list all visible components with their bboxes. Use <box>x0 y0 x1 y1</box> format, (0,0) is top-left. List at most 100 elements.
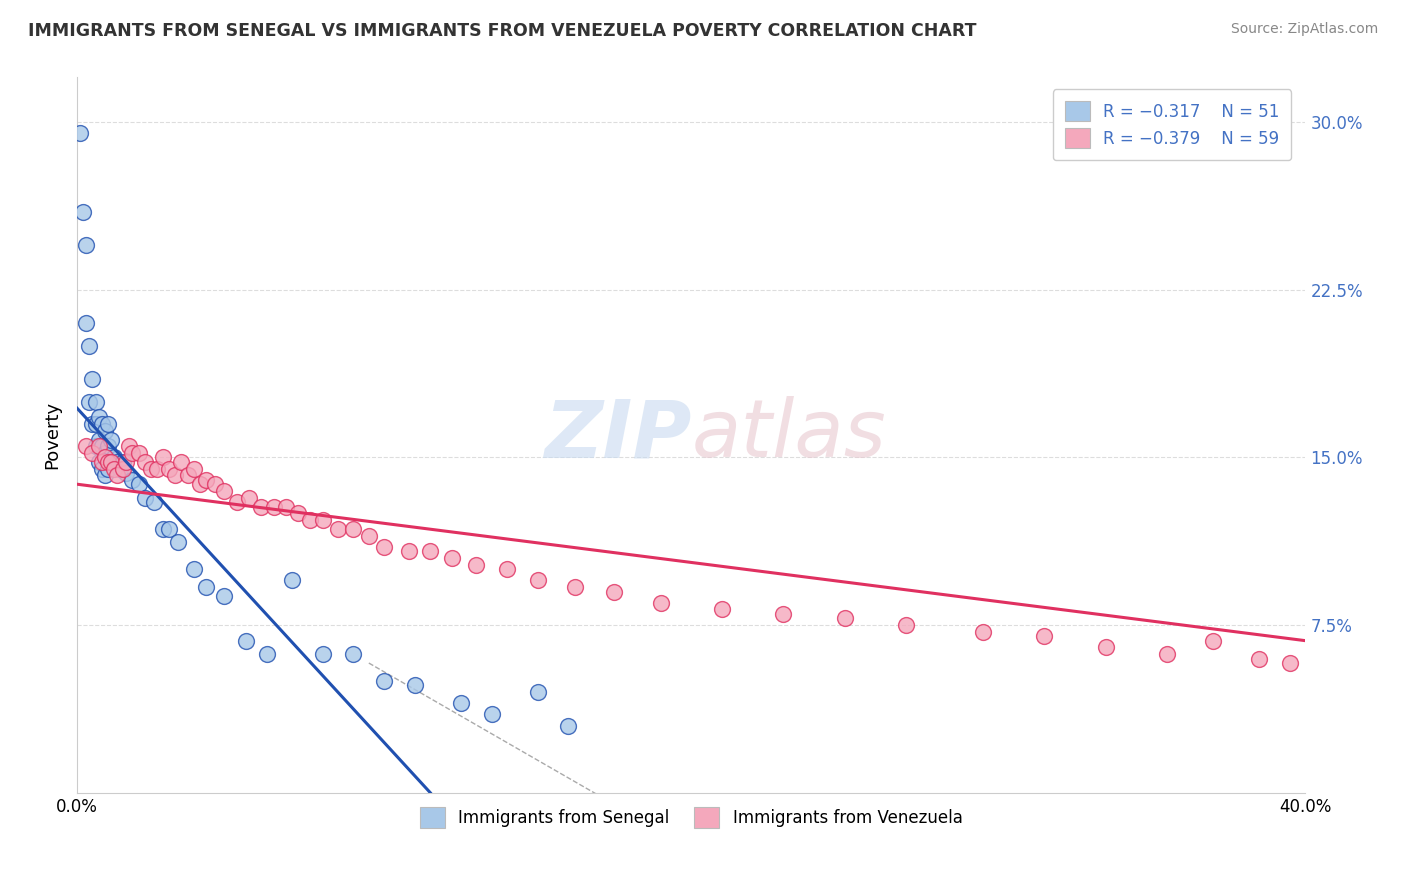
Point <box>834 611 856 625</box>
Text: atlas: atlas <box>692 396 886 474</box>
Point <box>165 468 187 483</box>
Point <box>128 446 150 460</box>
Point <box>72 204 94 219</box>
Point <box>90 461 112 475</box>
Point <box>564 580 586 594</box>
Text: ZIP: ZIP <box>544 396 692 474</box>
Point <box>90 439 112 453</box>
Point <box>87 410 110 425</box>
Text: Source: ZipAtlas.com: Source: ZipAtlas.com <box>1230 22 1378 37</box>
Point <box>250 500 273 514</box>
Point <box>90 417 112 431</box>
Point <box>650 596 672 610</box>
Point <box>100 455 122 469</box>
Point <box>170 455 193 469</box>
Point <box>118 439 141 453</box>
Point <box>93 424 115 438</box>
Point <box>342 522 364 536</box>
Point <box>603 584 626 599</box>
Point <box>97 461 120 475</box>
Point <box>274 500 297 514</box>
Point <box>710 602 733 616</box>
Point <box>183 562 205 576</box>
Point <box>398 544 420 558</box>
Point <box>1249 651 1271 665</box>
Point <box>312 513 335 527</box>
Point <box>157 461 180 475</box>
Point <box>896 618 918 632</box>
Point <box>526 685 548 699</box>
Point <box>134 455 156 469</box>
Point <box>112 461 135 475</box>
Point <box>281 574 304 588</box>
Point <box>79 394 101 409</box>
Point <box>1202 633 1225 648</box>
Point <box>121 473 143 487</box>
Point <box>263 500 285 514</box>
Point <box>75 439 97 453</box>
Point <box>167 535 190 549</box>
Point <box>972 624 994 639</box>
Point <box>526 574 548 588</box>
Point <box>557 718 579 732</box>
Point <box>139 461 162 475</box>
Point <box>157 522 180 536</box>
Point <box>1279 656 1302 670</box>
Point <box>176 468 198 483</box>
Point <box>465 558 488 572</box>
Point <box>326 522 349 536</box>
Point <box>69 126 91 140</box>
Point <box>235 633 257 648</box>
Point <box>152 522 174 536</box>
Point <box>97 439 120 453</box>
Point <box>87 433 110 447</box>
Point <box>105 468 128 483</box>
Point <box>84 439 107 453</box>
Point <box>93 446 115 460</box>
Y-axis label: Poverty: Poverty <box>44 401 60 469</box>
Point <box>103 461 125 475</box>
Point <box>373 673 395 688</box>
Point <box>1156 647 1178 661</box>
Point <box>1033 629 1056 643</box>
Point <box>481 707 503 722</box>
Point <box>100 455 122 469</box>
Point <box>97 417 120 431</box>
Point <box>373 540 395 554</box>
Point <box>75 238 97 252</box>
Point <box>342 647 364 661</box>
Point <box>93 450 115 465</box>
Point <box>84 417 107 431</box>
Point <box>152 450 174 465</box>
Point <box>772 607 794 621</box>
Point <box>204 477 226 491</box>
Point <box>195 580 218 594</box>
Point <box>419 544 441 558</box>
Point <box>75 316 97 330</box>
Point <box>103 450 125 465</box>
Point <box>287 506 309 520</box>
Point <box>115 455 138 469</box>
Point <box>108 461 131 475</box>
Point <box>112 455 135 469</box>
Point <box>134 491 156 505</box>
Point <box>82 446 104 460</box>
Point <box>188 477 211 491</box>
Point <box>146 461 169 475</box>
Point <box>214 589 236 603</box>
Point <box>82 417 104 431</box>
Point <box>84 394 107 409</box>
Point <box>1094 640 1116 655</box>
Point <box>142 495 165 509</box>
Point <box>357 528 380 542</box>
Point <box>105 455 128 469</box>
Text: IMMIGRANTS FROM SENEGAL VS IMMIGRANTS FROM VENEZUELA POVERTY CORRELATION CHART: IMMIGRANTS FROM SENEGAL VS IMMIGRANTS FR… <box>28 22 977 40</box>
Point <box>450 696 472 710</box>
Point <box>238 491 260 505</box>
Point <box>225 495 247 509</box>
Point <box>100 433 122 447</box>
Point <box>128 477 150 491</box>
Point <box>312 647 335 661</box>
Point <box>183 461 205 475</box>
Point <box>90 455 112 469</box>
